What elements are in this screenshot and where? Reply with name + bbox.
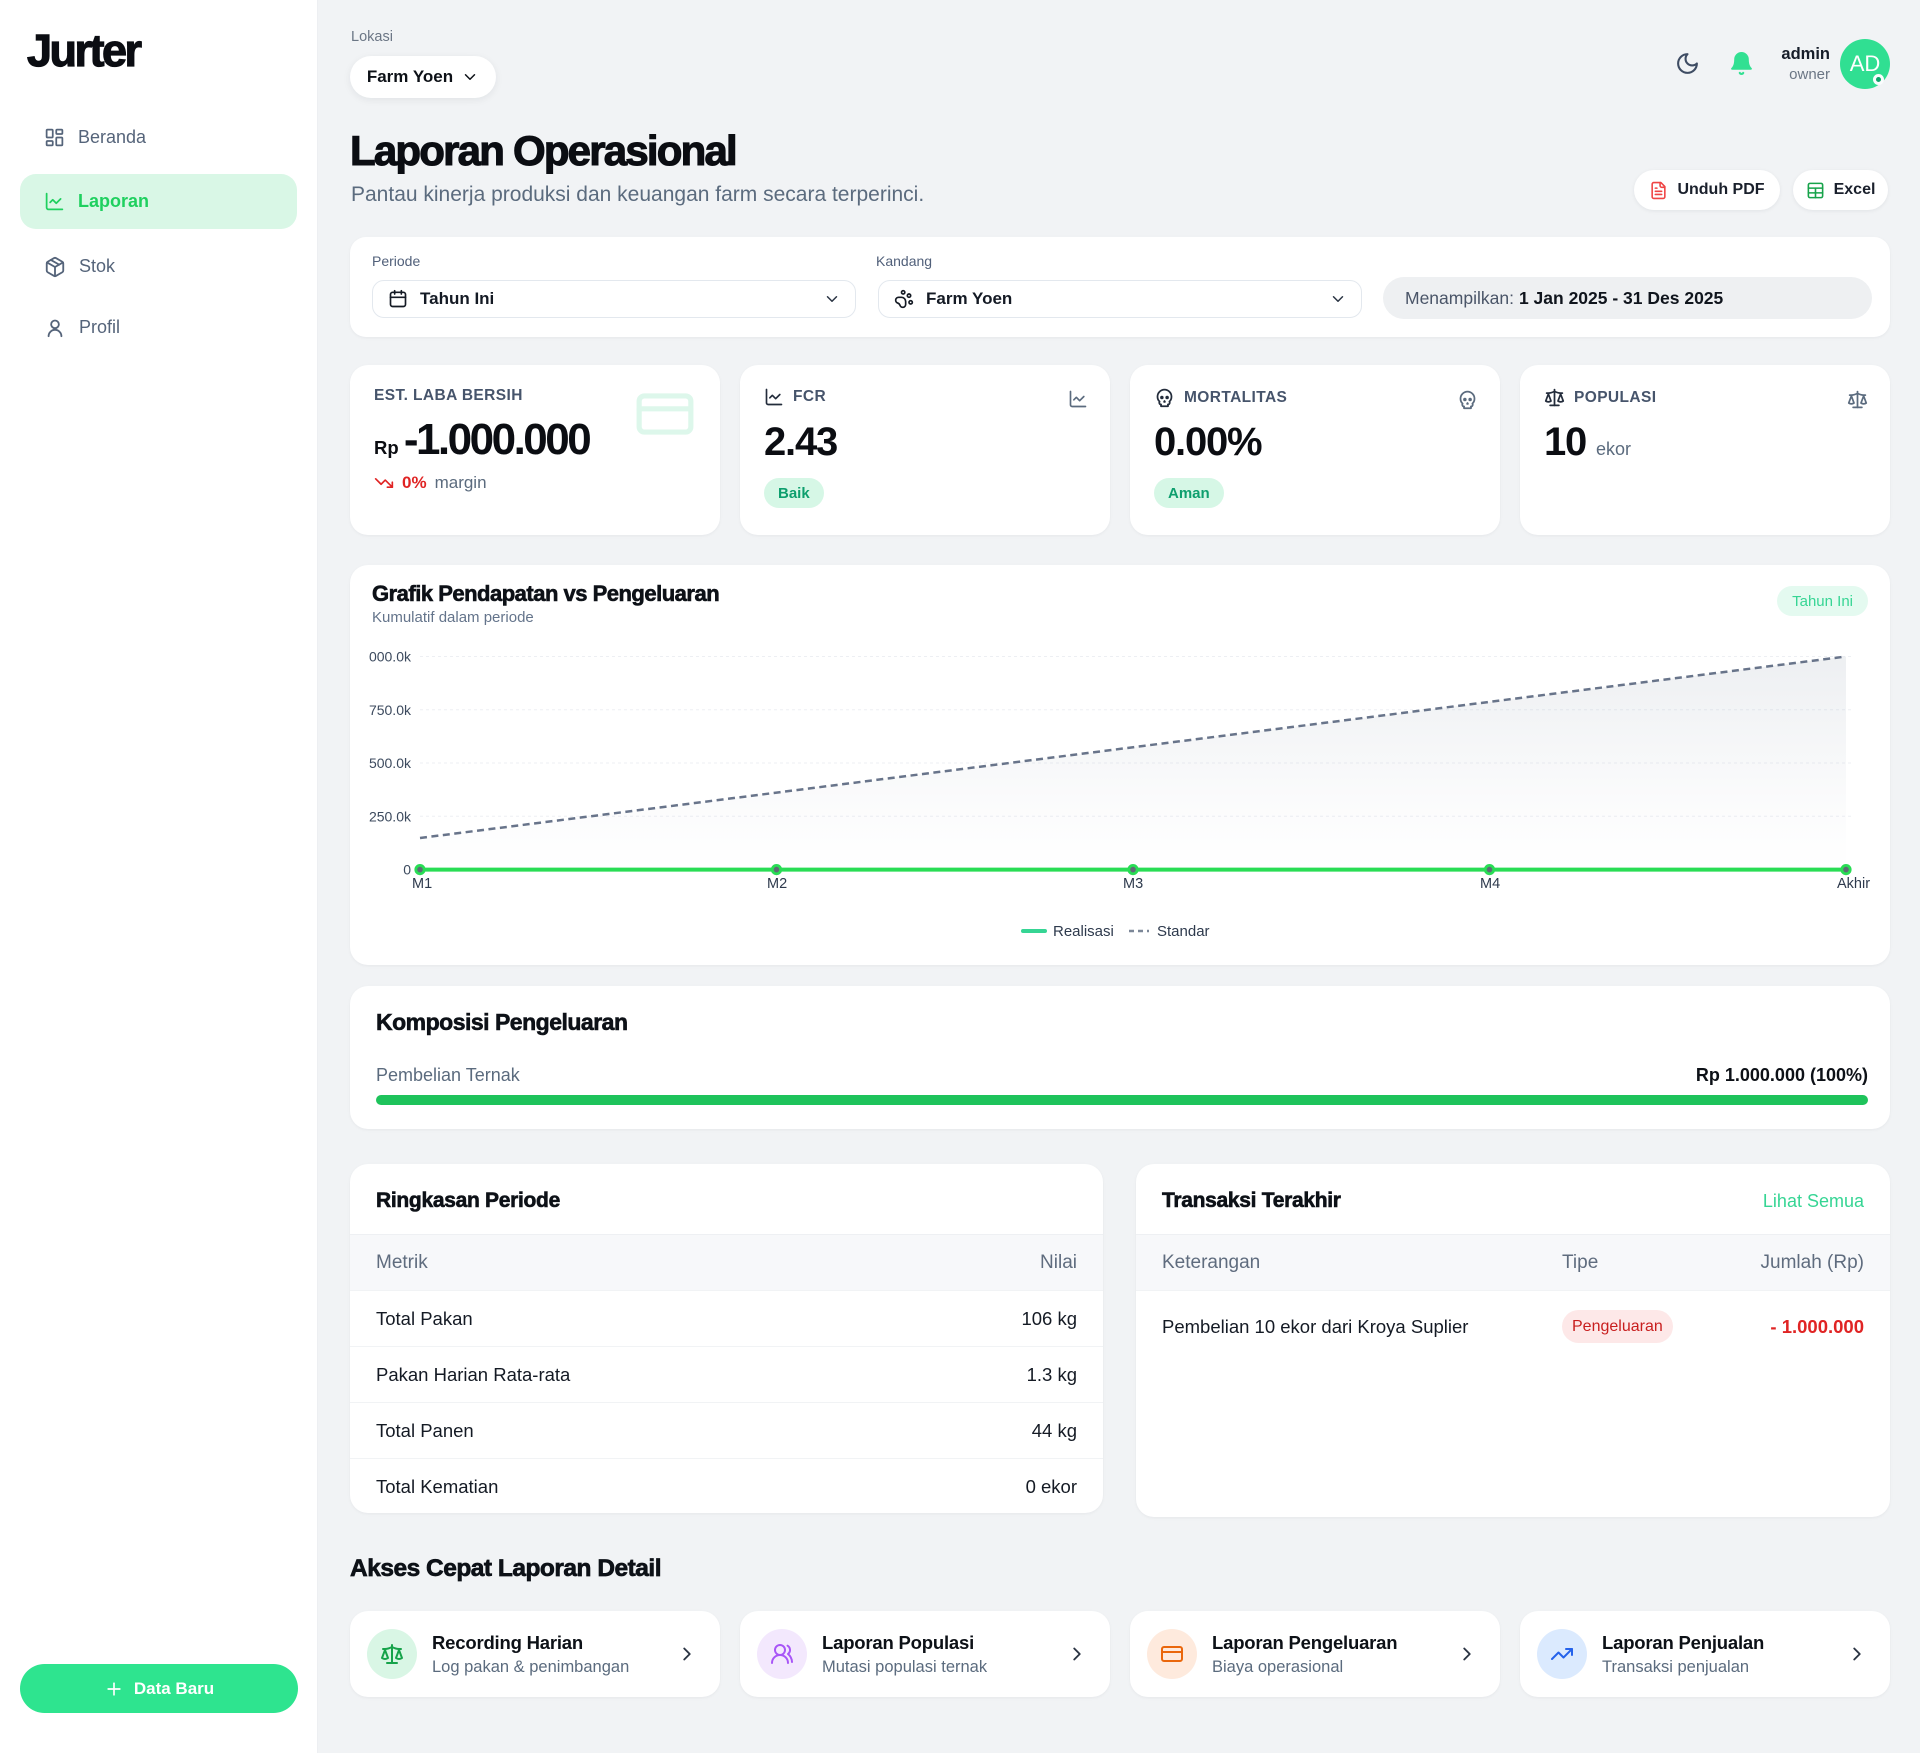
svg-text:750.0k: 750.0k — [369, 702, 412, 718]
svg-text:0: 0 — [403, 862, 411, 878]
svg-text:Akhir: Akhir — [1837, 876, 1870, 892]
svg-text:250.0k: 250.0k — [369, 808, 412, 824]
svg-text:M2: M2 — [767, 876, 787, 892]
svg-text:Standar: Standar — [1157, 923, 1210, 940]
svg-text:M4: M4 — [1480, 876, 1500, 892]
svg-text:M1: M1 — [412, 876, 432, 892]
svg-text:000.0k: 000.0k — [369, 649, 412, 665]
svg-text:M3: M3 — [1123, 876, 1143, 892]
svg-text:500.0k: 500.0k — [369, 755, 412, 771]
svg-text:Realisasi: Realisasi — [1053, 923, 1114, 940]
